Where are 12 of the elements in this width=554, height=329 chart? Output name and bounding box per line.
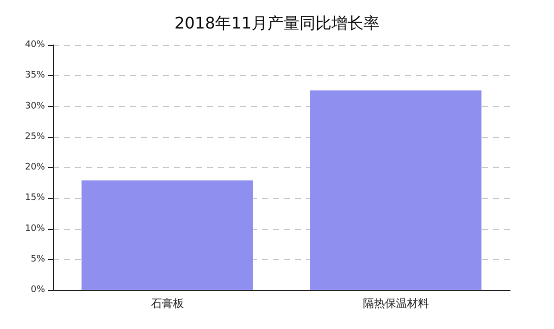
x-tick-label: 隔热保温材料 (362, 297, 429, 310)
y-tick-label: 0% (30, 285, 46, 295)
y-tick-label: 20% (24, 162, 46, 172)
y-tick-label: 5% (30, 254, 46, 264)
y-tick-label: 25% (24, 132, 46, 142)
chart-title: 2018年11月产量同比增长率 (174, 14, 380, 32)
y-tick-label: 10% (24, 224, 46, 234)
x-tick-label: 石膏板 (150, 297, 184, 310)
y-tick-label: 40% (24, 40, 46, 50)
y-tick-label: 15% (24, 193, 46, 204)
y-tick-label: 30% (24, 101, 46, 112)
y-tick-label: 35% (24, 70, 46, 81)
